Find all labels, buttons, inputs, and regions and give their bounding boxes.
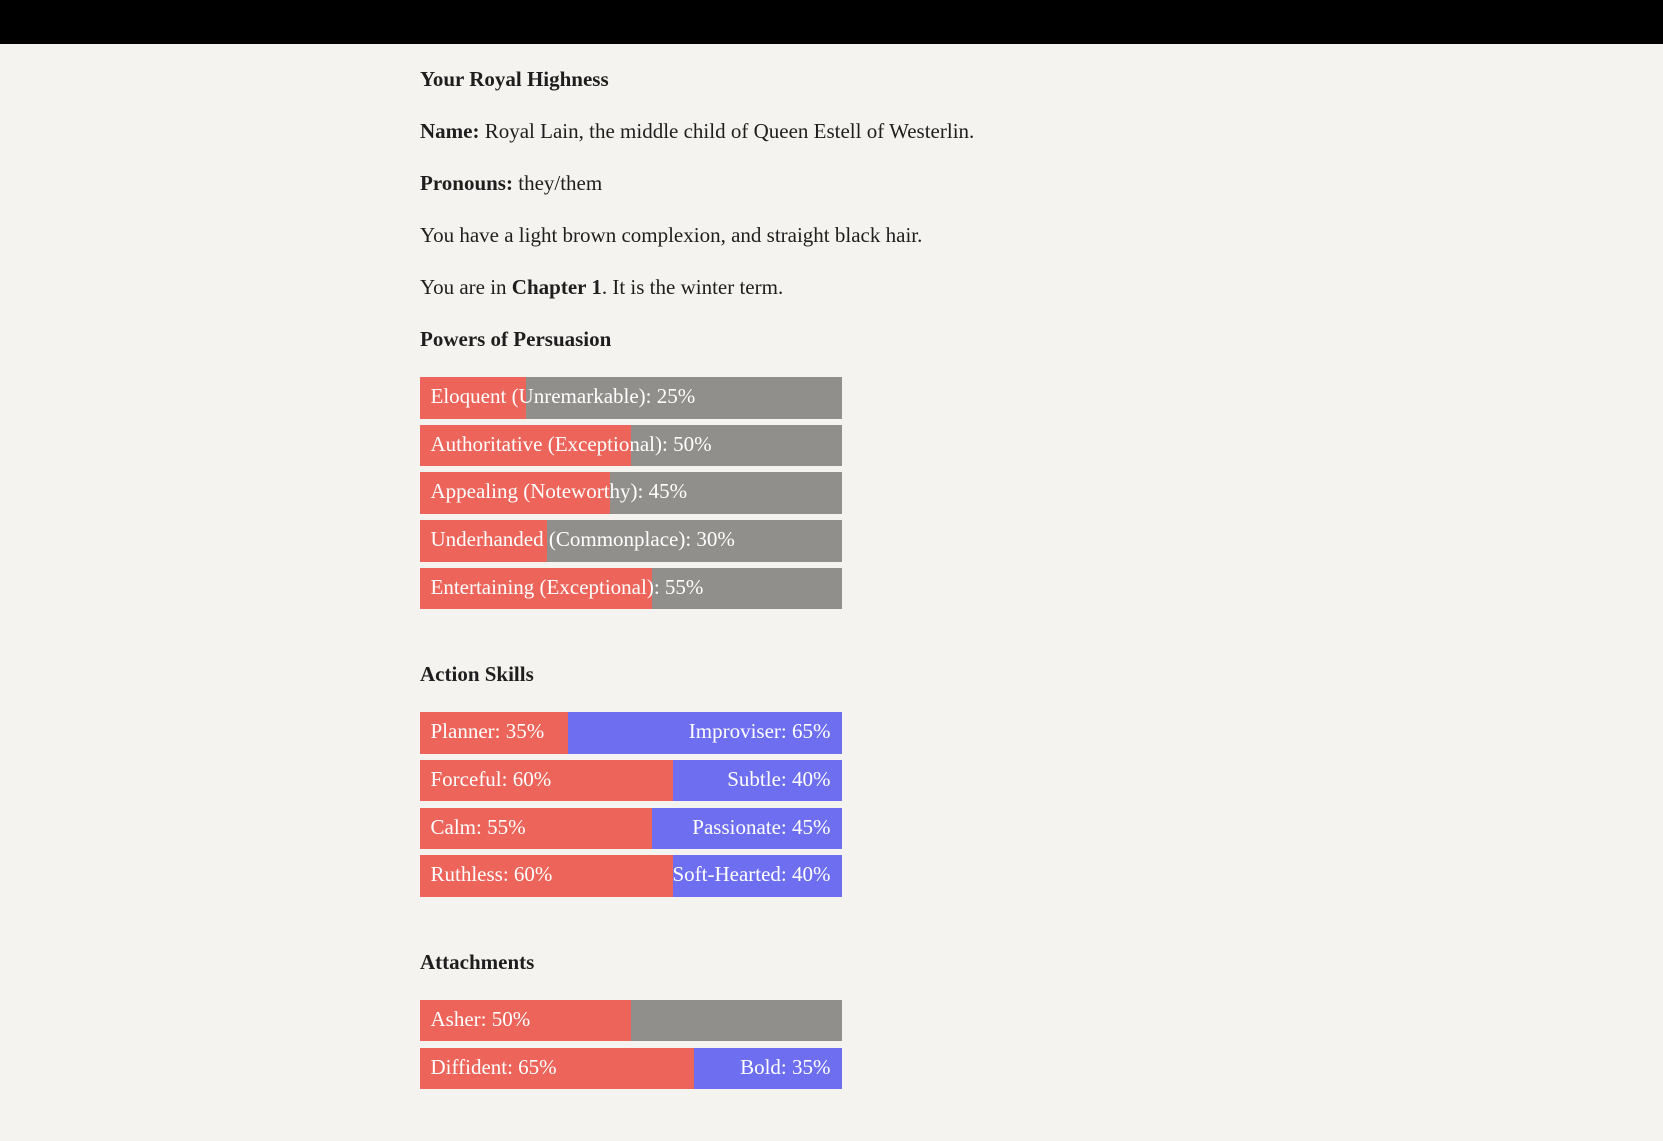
appearance: You have a light brown complexion, and s… [420,223,923,247]
bar-left-label: Planner: 35% [430,719,545,744]
stat-bar: Eloquent (Unremarkable): 25% [420,377,842,419]
chapter-line: You are in Chapter 1. It is the winter t… [420,274,842,300]
pronouns-line: Pronouns: they/them [420,170,842,196]
bar-left-label: Calm: 55% [430,814,526,839]
stat-bar: Ruthless: 60% Soft-Hearted: 40% [420,855,842,897]
name-label: Name: [420,119,480,143]
bar-left-fill [420,855,674,897]
bar-label: Authoritative (Exceptional): 50% [430,431,712,456]
bar-group: Asher: 50% Diffident: 65% Bold: 35% [420,999,842,1089]
bar-left-fill [420,759,674,802]
bar-label: Underhanded (Commonplace): 30% [430,527,735,552]
title: Your Royal Highness [420,67,609,91]
stat-bar: Underhanded (Commonplace): 30% [420,520,842,562]
bar-right-label: Bold: 35% [740,1054,831,1079]
stat-bar: Appealing (Noteworthy): 45% [420,472,842,514]
section-title: Action Skills [420,662,534,687]
bar-right-label: Soft-Hearted: 40% [672,862,831,887]
bar-fill [420,999,631,1042]
bar-left-fill [420,807,653,850]
chapter-after: . It is the winter term. [601,275,784,299]
bar-right-fill [673,855,842,897]
bar-left-label: Ruthless: 60% [430,862,553,887]
bar-label: Eloquent (Unremarkable): 25% [430,384,696,408]
bar-label: Asher: 50% [430,1006,531,1031]
bar-label: Entertaining (Exceptional): 55% [430,574,704,599]
stat-bar: Forceful: 60% Subtle: 40% [420,759,842,802]
bar-right-fill [673,759,842,802]
chapter-bold: Chapter 1 [511,275,602,299]
bar-right-label: Passionate: 45% [692,814,831,839]
stats-content: Your Royal Highness Name: Royal Lain, th… [420,66,974,1141]
section-title: Powers of Persuasion [420,327,612,351]
bar-group: Eloquent (Unremarkable): 25% Authoritativ… [420,377,842,610]
heading: Your Royal Highness [420,66,842,92]
stat-bar: Diffident: 65% Bold: 35% [420,1047,842,1089]
section-title: Attachments [420,949,535,974]
bar-label: Appealing (Noteworthy): 45% [430,479,688,504]
stat-bar: Asher: 50% [420,999,842,1042]
pronouns-label: Pronouns: [420,171,513,195]
name-line: Name: Royal Lain, the middle child of Qu… [420,118,974,144]
bar-right-fill [567,712,842,754]
bar-right-fill [652,807,842,850]
pronouns-text: they/them [518,171,603,195]
page: {"header": {"title": "Your Royal Highnes… [0,0,1663,1089]
stat-bar: Calm: 55% Passionate: 45% [420,807,842,850]
top-bar [0,0,1663,44]
bar-fill [420,567,653,610]
name-text: Royal Lain, the middle child of Queen Es… [484,119,975,143]
stat-bar: Entertaining (Exceptional): 55% [420,567,842,610]
bar-left-fill [420,712,568,754]
bar-right-label: Subtle: 40% [727,766,831,791]
sections: Powers of Persuasion Eloquent (Unremarkab… [420,326,842,1089]
bar-left-label: Forceful: 60% [430,766,552,791]
bar-fill [420,424,631,467]
bar-fill [420,377,526,419]
stat-bar: Planner: 35% Improviser: 65% [420,712,842,754]
bar-fill [420,520,547,562]
bar-left-label: Diffident: 65% [430,1054,557,1079]
bar-group: Planner: 35% Improviser: 65% Forceful: 60%… [420,712,842,897]
stat-bar: Authoritative (Exceptional): 50% [420,424,842,467]
bar-right-label: Improviser: 65% [688,719,831,744]
bar-fill [420,472,610,514]
chapter-before: You are in [420,275,507,299]
